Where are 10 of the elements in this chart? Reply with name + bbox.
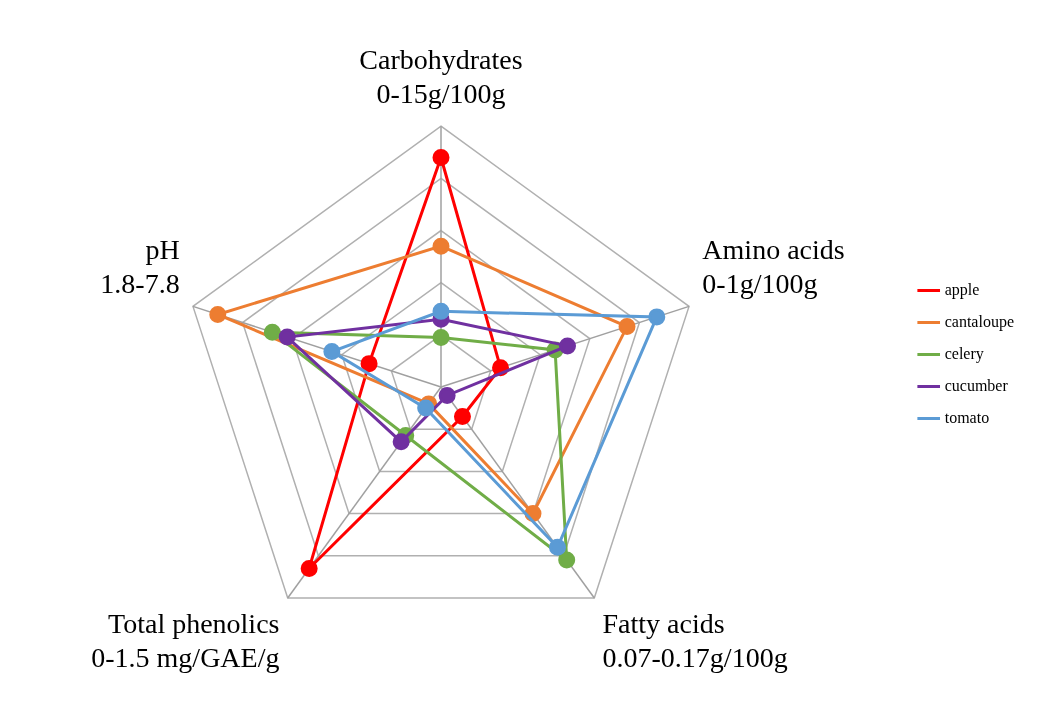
spoke-label: pH 1.8-7.8 bbox=[100, 234, 180, 299]
legend-label: tomato bbox=[944, 408, 990, 426]
legend-label: cucumber bbox=[944, 376, 1009, 394]
legend-label: celery bbox=[944, 344, 984, 363]
spoke-label: Carbohydrates 0-15g/100g bbox=[359, 44, 523, 109]
legend-label: apple bbox=[944, 280, 980, 299]
legend-label: cantaloupe bbox=[944, 312, 1014, 331]
spoke-label: Total phenolics 0-1.5 mg/GAE/g bbox=[91, 608, 280, 674]
spoke-label: Fatty acids 0.07-0.17g/100g bbox=[602, 608, 788, 674]
spoke-label: Amino acids 0-1g/100g bbox=[702, 234, 845, 299]
